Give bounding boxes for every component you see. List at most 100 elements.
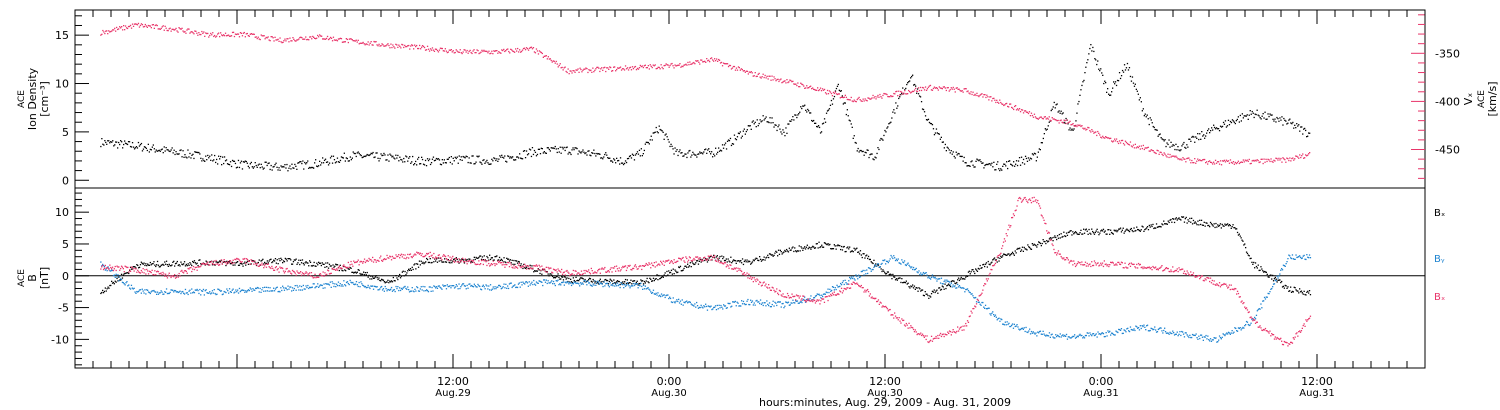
bx-series-point — [948, 283, 950, 285]
bx-series-point — [1182, 216, 1184, 218]
velocity-series-point — [388, 44, 390, 47]
velocity-series-point — [154, 24, 156, 27]
by-series-point — [1020, 327, 1023, 330]
bx-series-point — [1193, 222, 1195, 224]
bx-series-point — [1308, 292, 1310, 294]
velocity-series-point — [412, 44, 414, 47]
by-series-point — [758, 301, 760, 303]
density-series-point — [1007, 167, 1009, 170]
density-series-point — [105, 141, 107, 144]
velocity-series-point — [1068, 121, 1070, 123]
velocity-series-point — [715, 60, 717, 62]
bx-series-point — [294, 259, 296, 261]
velocity-series-point — [706, 58, 708, 60]
by-series-point — [795, 300, 798, 302]
density-series-point — [828, 108, 831, 110]
density-series-point — [495, 159, 497, 162]
density-series-point — [272, 166, 274, 168]
bx-series-point — [132, 266, 134, 268]
velocity-series-point — [487, 52, 489, 54]
velocity-series-point — [456, 50, 458, 52]
bx-series-point — [746, 259, 748, 261]
bx-series-point — [579, 277, 582, 279]
bx-series-point — [120, 273, 123, 275]
velocity-series-point — [1263, 158, 1265, 160]
velocity-series-point — [478, 52, 480, 55]
velocity-series-point — [1137, 146, 1139, 149]
density-series-point — [682, 155, 684, 157]
velocity-series-point — [282, 41, 284, 43]
bx-series-point — [520, 263, 522, 265]
bx-series-point — [438, 260, 440, 262]
by-series-point — [682, 304, 684, 306]
by-series-point — [208, 292, 210, 294]
by-series-point — [449, 285, 451, 287]
bx-series-point — [197, 264, 199, 267]
velocity-series-point — [369, 42, 371, 44]
velocity-series-point — [779, 79, 781, 81]
velocity-series-point — [628, 67, 631, 69]
density-series-point — [235, 167, 238, 169]
velocity-series-point — [833, 92, 836, 95]
velocity-series-point — [336, 40, 339, 42]
bx-series-point — [628, 282, 630, 284]
velocity-series-point — [1008, 106, 1010, 108]
by-series-point — [568, 283, 570, 285]
density-series-point — [518, 157, 520, 159]
by-series-point — [633, 284, 636, 287]
density-series-point — [732, 143, 735, 145]
density-series-point — [368, 154, 370, 157]
bx-series-point — [751, 261, 754, 263]
bx-series-point — [1058, 233, 1060, 236]
velocity-series-point — [220, 32, 222, 34]
by-series-point — [149, 292, 151, 295]
velocity-series-point — [619, 67, 621, 69]
density-series-point — [819, 132, 822, 134]
bx-series-point — [254, 261, 256, 263]
velocity-series-point — [318, 36, 320, 38]
bx-series-point — [893, 276, 895, 278]
by-series-point — [821, 294, 823, 296]
by-series-point — [1033, 332, 1035, 334]
velocity-series-point — [190, 31, 192, 33]
bx-series-point — [105, 290, 107, 292]
bx-series-point — [561, 276, 564, 278]
velocity-series-point — [666, 64, 668, 66]
bx-series-point — [366, 271, 368, 274]
density-series-point — [696, 156, 698, 158]
velocity-series-point — [476, 49, 478, 51]
bx-series-point — [171, 264, 173, 266]
by-series-point — [236, 291, 238, 293]
velocity-series-point — [1055, 119, 1057, 121]
bx-series-point — [1074, 231, 1077, 233]
velocity-series-point — [398, 44, 400, 46]
by-series-point — [894, 259, 897, 262]
by-series-point — [106, 270, 108, 272]
by-series-point — [351, 282, 353, 284]
density-series-point — [704, 149, 706, 151]
by-series-point — [822, 293, 825, 295]
bx-series-point — [232, 264, 234, 266]
density-series-point — [1004, 163, 1006, 165]
density-series-point — [627, 157, 630, 160]
velocity-series-point — [1286, 157, 1288, 159]
density-series-point — [921, 108, 924, 110]
bx-series-point — [1030, 248, 1033, 250]
density-series-point — [508, 155, 510, 158]
velocity-series-point — [914, 89, 916, 91]
density-series-point — [258, 163, 260, 165]
bx-series-point — [290, 259, 292, 261]
by-series-point — [853, 278, 855, 280]
velocity-series-point — [868, 97, 870, 99]
bx-series-point — [854, 249, 856, 251]
velocity-series-point — [825, 93, 828, 95]
bx-series-point — [1169, 219, 1171, 221]
bx-series-point — [853, 247, 855, 249]
density-series-point — [1277, 118, 1279, 120]
by-series-point — [1005, 324, 1007, 326]
by-series-point — [796, 300, 799, 302]
bx-series-point — [1050, 238, 1052, 240]
bx-series-point — [397, 278, 399, 281]
velocity-series-point — [798, 86, 800, 88]
bx-series-point — [747, 261, 749, 263]
